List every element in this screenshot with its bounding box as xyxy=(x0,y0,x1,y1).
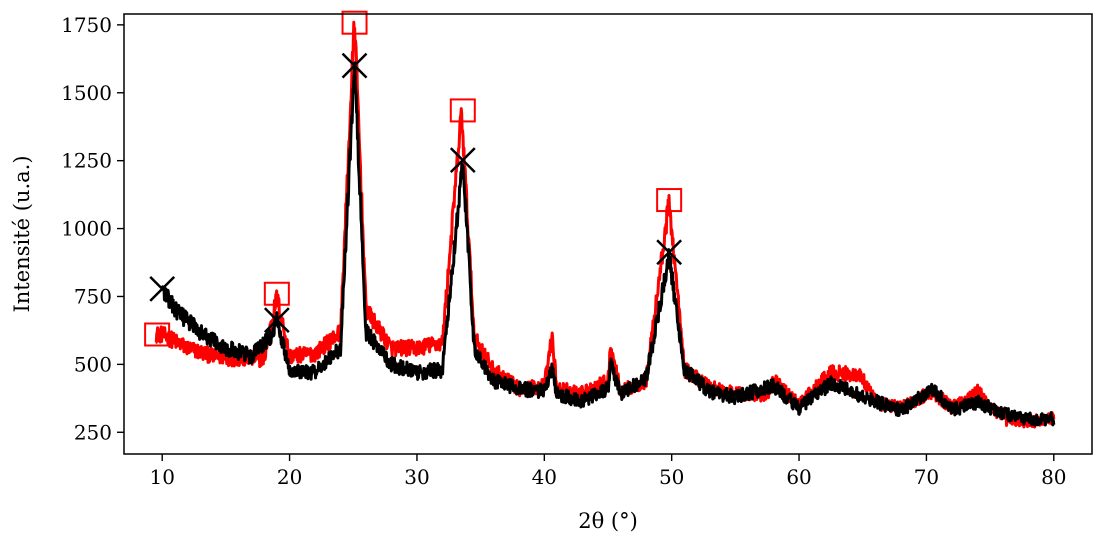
x-axis-ticks: 10 20 30 40 50 60 70 80 xyxy=(149,454,1067,489)
x-tick-label: 40 xyxy=(532,465,557,489)
series-line xyxy=(160,61,1056,427)
x-marker xyxy=(656,239,683,266)
marker-layer xyxy=(144,10,683,347)
x-marker xyxy=(149,275,176,302)
series-layer xyxy=(154,20,1056,429)
x-axis-label: 2θ (°) xyxy=(578,509,638,533)
y-tick-label: 1250 xyxy=(61,149,112,173)
square-marker xyxy=(144,322,171,347)
y-tick-label: 750 xyxy=(74,284,112,308)
y-axis-ticks: 250 500 750 1000 1250 1500 1750 xyxy=(61,13,124,444)
x-tick-label: 30 xyxy=(404,465,429,489)
x-tick-label: 60 xyxy=(786,465,811,489)
y-tick-label: 250 xyxy=(74,420,112,444)
x-tick-label: 70 xyxy=(914,465,939,489)
y-tick-label: 1000 xyxy=(61,217,112,241)
plot-frame xyxy=(123,13,1093,455)
square-marker xyxy=(656,188,683,213)
x-marker xyxy=(449,147,476,174)
y-tick-label: 1750 xyxy=(61,13,112,37)
x-marker xyxy=(341,52,368,79)
y-tick-label: 1500 xyxy=(61,81,112,105)
y-axis-label: Intensité (u.a.) xyxy=(10,155,34,312)
square-marker xyxy=(263,281,290,306)
y-tick-label: 500 xyxy=(74,352,112,376)
x-tick-label: 50 xyxy=(659,465,684,489)
square-marker xyxy=(341,10,368,35)
x-tick-label: 10 xyxy=(149,465,174,489)
x-marker xyxy=(263,307,290,333)
square-marker xyxy=(449,98,476,123)
x-tick-label: 20 xyxy=(277,465,302,489)
x-tick-label: 80 xyxy=(1041,465,1066,489)
